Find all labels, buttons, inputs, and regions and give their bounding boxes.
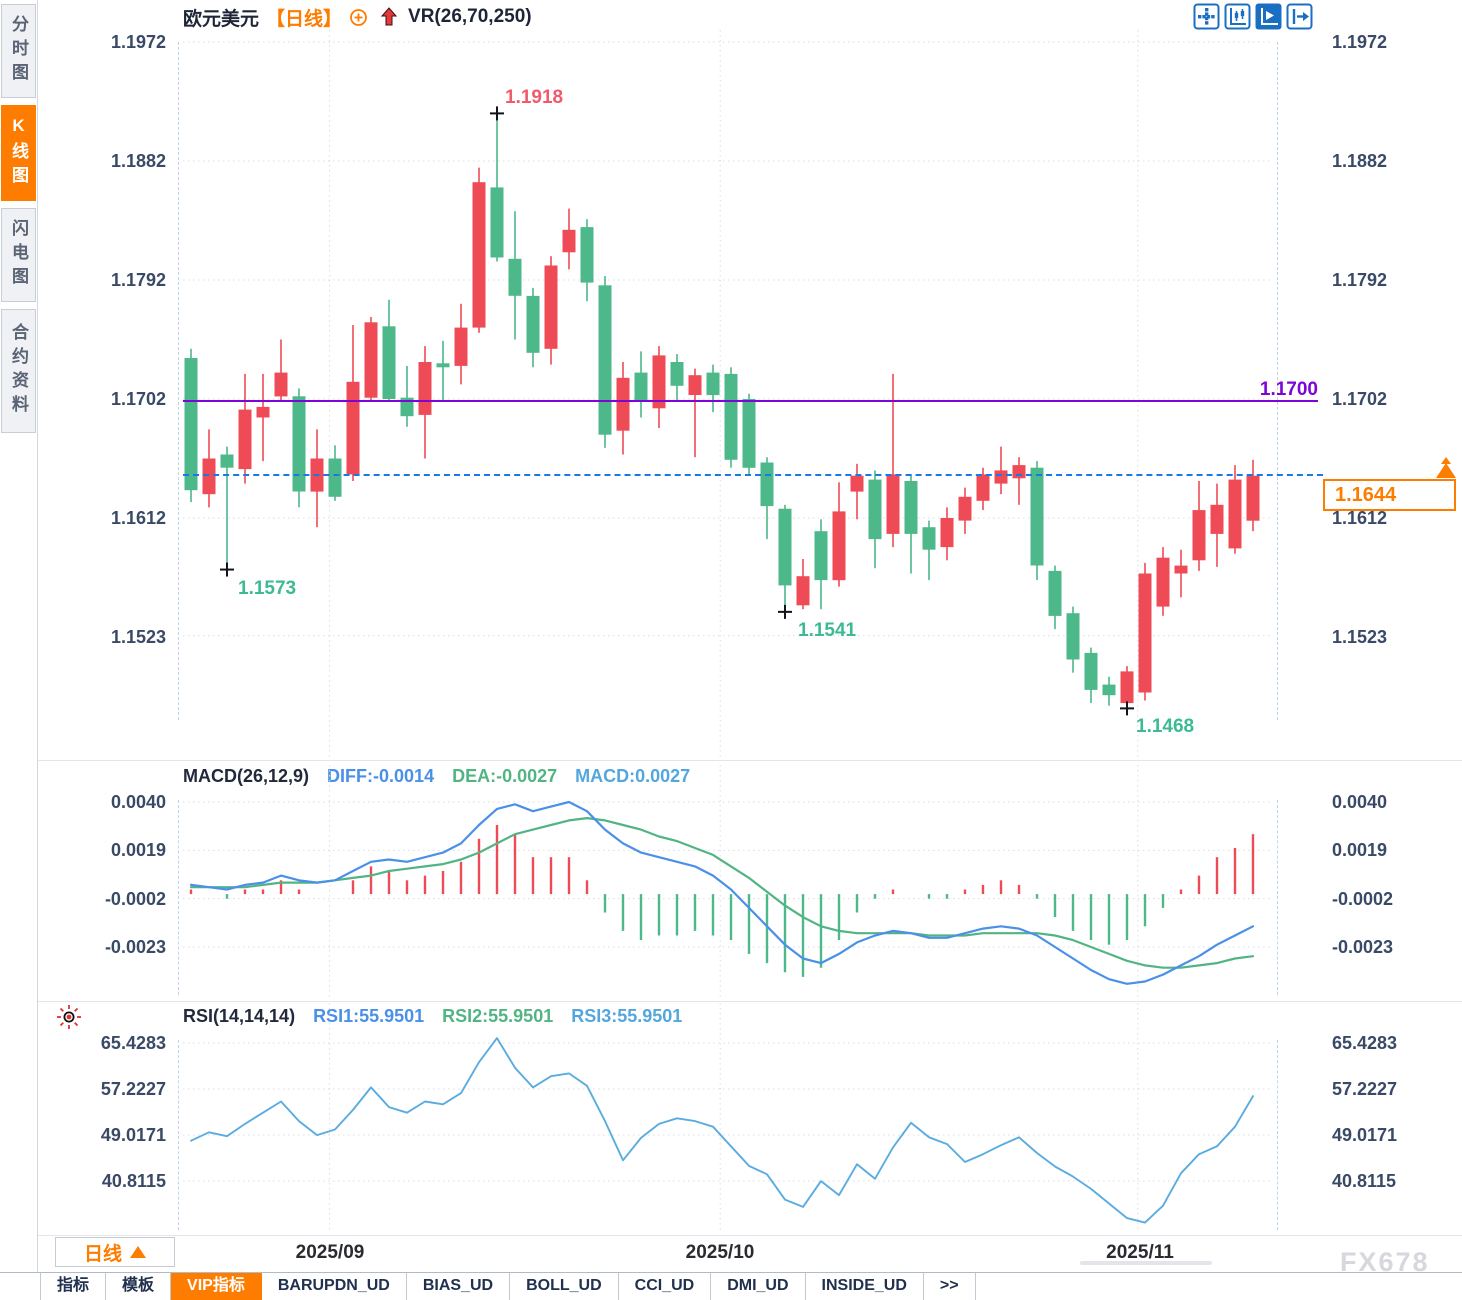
price-up-arrow-icon: [1435, 457, 1457, 486]
last-price-line: [183, 474, 1323, 476]
tab-templates[interactable]: 模板: [106, 1273, 172, 1300]
price-tick-right: 1.1792: [1332, 270, 1388, 290]
macd-tick-right: -0.0002: [1332, 889, 1394, 909]
last-price-badge: 1.1644: [1323, 479, 1456, 511]
right-axis-ticks: [1277, 800, 1278, 995]
vr-indicator-label[interactable]: VR(26,70,250): [408, 6, 532, 27]
panel-divider: [38, 1235, 1462, 1236]
tab-dmi-ud[interactable]: DMI_UD: [711, 1273, 806, 1300]
add-circle-icon[interactable]: [349, 8, 368, 27]
axis-play-view-icon-active[interactable]: [1255, 3, 1282, 30]
left-axis-ticks: [178, 800, 179, 995]
triangle-up-icon: [130, 1246, 146, 1258]
price-tick-left: 1.1972: [110, 32, 166, 52]
period-tag[interactable]: 【日线】: [266, 8, 343, 30]
low-price-annotation: 1.1468: [1136, 716, 1195, 737]
macd-diff-value: DIFF:-0.0014: [327, 766, 435, 786]
tab-bias-ud[interactable]: BIAS_UD: [406, 1273, 511, 1300]
chart-main-area: 欧元美元 【日线】 VR(26,70,250): [38, 0, 1462, 1300]
macd-tick-left: -0.0002: [104, 889, 166, 909]
price-tick-left: 1.1702: [110, 389, 166, 409]
tab-more[interactable]: >>: [923, 1273, 976, 1300]
low-price-annotation: 1.1573: [238, 578, 297, 599]
axis-candle-view-icon[interactable]: [1224, 3, 1251, 30]
tab-boll-ud[interactable]: BOLL_UD: [510, 1273, 619, 1300]
price-tick-left: 1.1792: [110, 270, 166, 290]
rsi-tick-left: 40.8115: [101, 1171, 166, 1191]
rsi3-value: RSI3:55.9501: [571, 1006, 683, 1026]
price-tick-right: 1.1972: [1332, 32, 1388, 52]
price-tick-left: 1.1612: [110, 508, 166, 528]
price-tick-right: 1.1702: [1332, 389, 1388, 409]
rsi1-value: RSI1:55.9501: [313, 1006, 425, 1026]
sidebar-tab-flash-chart[interactable]: 闪电图: [1, 208, 36, 302]
sidebar-tab-candlestick-chart[interactable]: K线图: [1, 105, 36, 201]
scroll-position-indicator[interactable]: [1080, 1261, 1212, 1265]
macd-value: MACD:0.0027: [575, 766, 691, 786]
symbol-title: 欧元美元: [183, 8, 260, 30]
macd-dea-value: DEA:-0.0027: [452, 766, 558, 786]
rsi-tick-right: 40.8115: [1332, 1171, 1397, 1191]
chart-toolbar: [1193, 3, 1313, 30]
rsi-header: RSI(14,14,14) RSI1:55.9501 RSI2:55.9501 …: [183, 1006, 682, 1027]
high-price-annotation: 1.1918: [505, 87, 564, 108]
crosshair-pan-icon[interactable]: [1193, 3, 1220, 30]
period-selector[interactable]: 日线: [55, 1237, 175, 1267]
up-arrow-icon: [381, 7, 398, 27]
macd-tick-right: -0.0023: [1332, 937, 1394, 957]
tab-vip-indicators[interactable]: VIP指标: [171, 1273, 262, 1300]
rsi-tick-right: 57.2227: [1332, 1079, 1398, 1099]
right-axis-ticks: [1277, 42, 1278, 720]
low-price-annotation: 1.1541: [798, 620, 857, 641]
macd-tick-left: 0.0040: [110, 792, 166, 812]
panel-divider: [38, 760, 1462, 761]
tab-indicators[interactable]: 指标: [40, 1273, 107, 1300]
indicator-tab-bar: 指标 模板 VIP指标 BARUPDN_UD BIAS_UD BOLL_UD C…: [0, 1272, 1462, 1300]
price-tick-left: 1.1523: [110, 627, 166, 647]
rsi-title[interactable]: RSI(14,14,14): [183, 1006, 296, 1026]
left-sidebar: 分时图 K线图 闪电图 合约资料: [0, 0, 38, 1300]
macd-tick-left: 0.0019: [110, 840, 166, 860]
price-tick-left: 1.1882: [110, 151, 166, 171]
panel-divider: [38, 1001, 1462, 1002]
macd-tick-right: 0.0019: [1332, 840, 1388, 860]
macd-tick-left: -0.0023: [104, 937, 166, 957]
sidebar-tab-contract-info[interactable]: 合约资料: [1, 309, 36, 433]
x-axis-month-label: 2025/10: [685, 1242, 755, 1263]
x-axis-month-label: 2025/09: [295, 1242, 365, 1263]
rsi-tick-left: 57.2227: [100, 1079, 166, 1099]
macd-title[interactable]: MACD(26,12,9): [183, 766, 310, 786]
rsi2-value: RSI2:55.9501: [442, 1006, 554, 1026]
x-axis-month-label: 2025/11: [1106, 1242, 1174, 1263]
rsi-tick-right: 49.0171: [1332, 1125, 1398, 1145]
right-axis-ticks: [1277, 1040, 1278, 1230]
tab-cci-ud[interactable]: CCI_UD: [618, 1273, 712, 1300]
rsi-tick-left: 65.4283: [100, 1033, 166, 1053]
horizontal-level-line[interactable]: [183, 400, 1318, 402]
sidebar-tab-timeline-chart[interactable]: 分时图: [1, 4, 36, 98]
price-tick-right: 1.1523: [1332, 627, 1388, 647]
left-axis-ticks: [178, 42, 179, 720]
left-axis-ticks: [178, 1040, 179, 1230]
export-panel-icon[interactable]: [1286, 3, 1313, 30]
period-selector-label: 日线: [83, 1243, 122, 1265]
tab-barupdn-ud[interactable]: BARUPDN_UD: [261, 1273, 407, 1300]
chart-header: 欧元美元 【日线】 VR(26,70,250): [183, 4, 532, 30]
tab-inside-ud[interactable]: INSIDE_UD: [805, 1273, 924, 1300]
candlestick-chart[interactable]: [183, 30, 1271, 758]
price-tick-right: 1.1882: [1332, 151, 1388, 171]
macd-tick-right: 0.0040: [1332, 792, 1388, 812]
macd-chart[interactable]: [183, 765, 1271, 1000]
level-line-label: 1.1700: [1259, 379, 1318, 400]
price-tick-right: 1.1612: [1332, 508, 1388, 528]
rsi-tick-right: 65.4283: [1332, 1033, 1398, 1053]
alert-burst-icon[interactable]: [56, 1004, 82, 1035]
rsi-chart[interactable]: [183, 1003, 1271, 1232]
macd-header: MACD(26,12,9) DIFF:-0.0014 DEA:-0.0027 M…: [183, 766, 690, 787]
rsi-tick-left: 49.0171: [100, 1125, 166, 1145]
